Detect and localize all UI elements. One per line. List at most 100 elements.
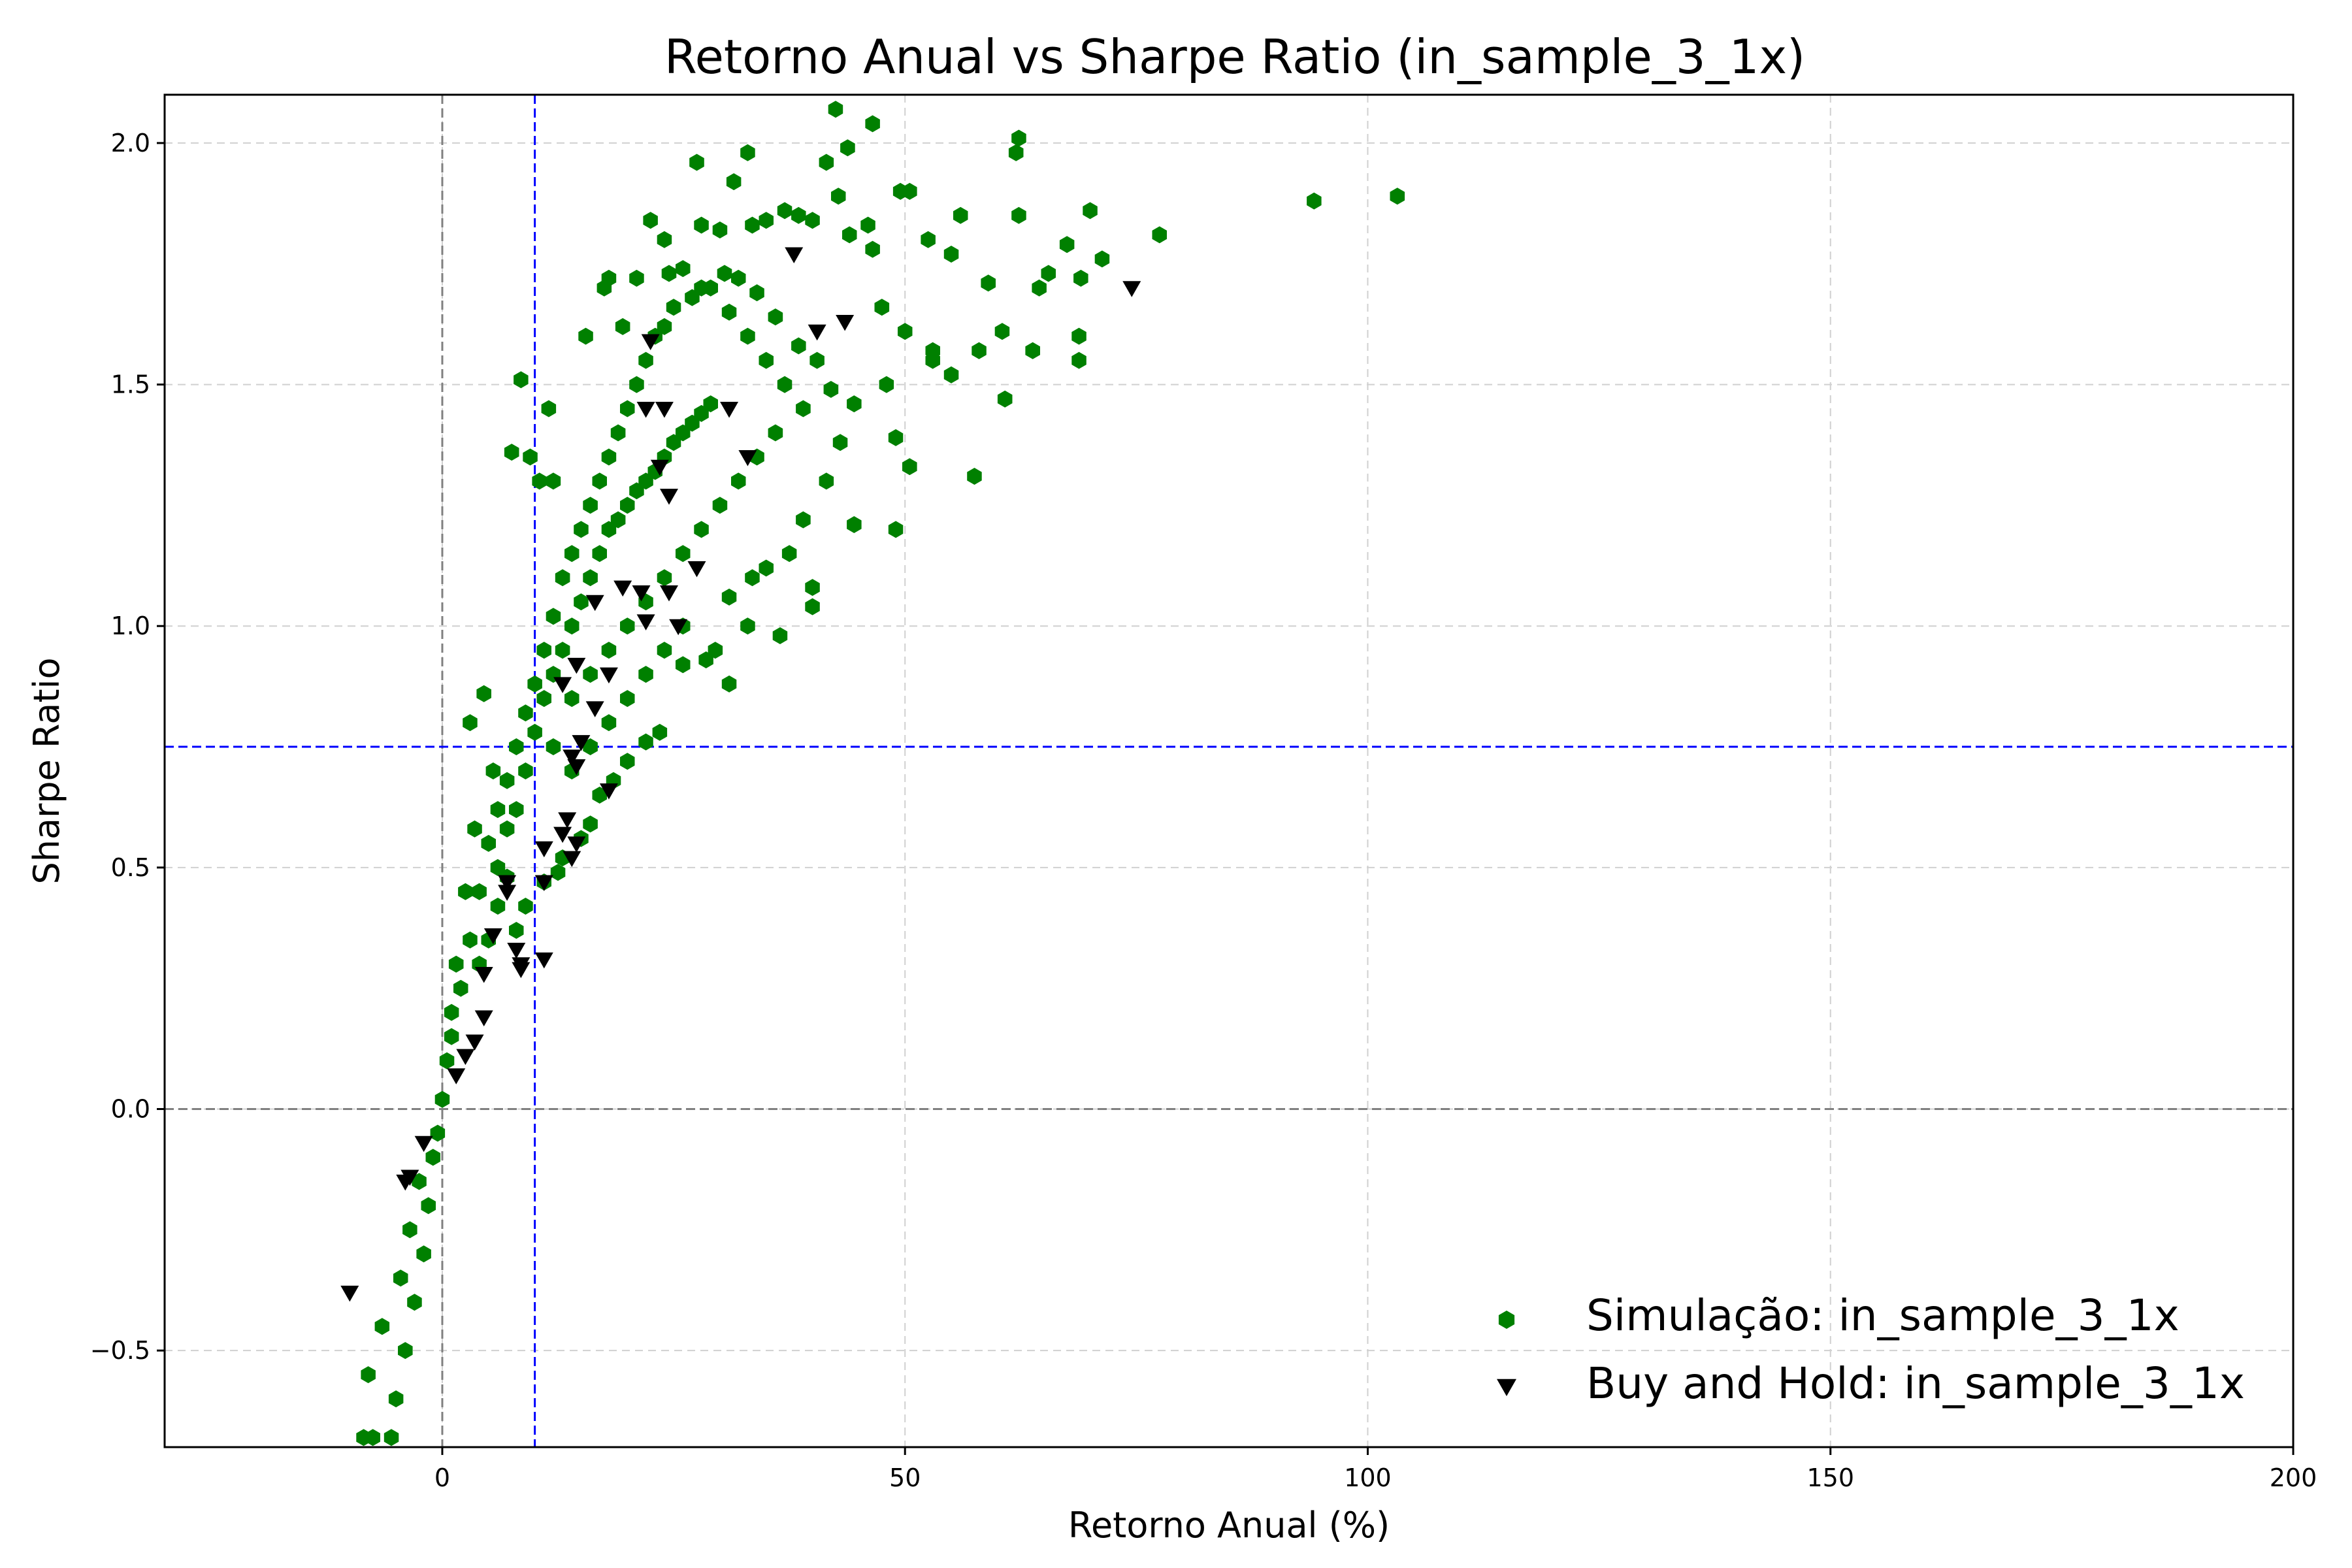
buy-and-hold-point (558, 812, 577, 828)
buy-and-hold-point (687, 561, 706, 578)
simulacao-point (361, 1366, 376, 1384)
simulacao-point (643, 212, 658, 229)
buy-and-hold-point (650, 459, 669, 476)
simulacao-point (809, 351, 825, 369)
buy-and-hold-point (641, 334, 660, 351)
simulacao-point (550, 864, 566, 881)
buy-and-hold-point (660, 585, 679, 602)
simulacao-point (467, 820, 482, 838)
x-axis-label: Retorno Anual (%) (1068, 1505, 1390, 1546)
chart-title: Retorno Anual vs Sharpe Ratio (in_sample… (664, 29, 1805, 84)
simulacao-point (499, 820, 515, 838)
simulacao-point (583, 666, 598, 683)
simulacao-point (448, 955, 464, 973)
simulacao-point (564, 690, 580, 708)
simulacao-point (1041, 265, 1056, 282)
y-tick-label: 1.5 (111, 370, 150, 399)
simulacao-point (536, 690, 551, 708)
simulacao-point (981, 274, 996, 292)
simulacao-point (1094, 250, 1110, 268)
simulacao-point (865, 115, 880, 133)
buy-and-hold-point (414, 1135, 433, 1152)
buy-and-hold-point (599, 667, 618, 684)
simulacao-point (828, 101, 843, 118)
simulacao-point (777, 376, 792, 393)
simulacao-point (592, 472, 607, 490)
buy-and-hold-point (632, 585, 651, 602)
simulacao-point (541, 400, 557, 417)
simulacao-point (717, 265, 732, 282)
simulacao-point (402, 1221, 417, 1239)
simulacao-point (564, 617, 580, 635)
data-points (340, 101, 1405, 1446)
simulacao-point (925, 351, 940, 369)
simulacao-point (712, 221, 728, 238)
simulacao-point (676, 545, 691, 563)
simulacao-point (676, 424, 691, 442)
simulacao-point (620, 690, 635, 708)
simulacao-point (601, 448, 617, 466)
simulacao-point (661, 265, 677, 282)
buy-and-hold-point (785, 247, 804, 263)
buy-and-hold-point (498, 885, 517, 901)
simulacao-point (629, 482, 644, 500)
simulacao-point (832, 434, 848, 451)
simulacao-point (384, 1429, 399, 1446)
simulacao-point (831, 188, 846, 205)
buy-and-hold-point (808, 324, 826, 341)
simulacao-point (485, 762, 501, 779)
simulacao-point (610, 424, 626, 442)
simulacao-point (620, 753, 635, 770)
simulacao-point (768, 308, 783, 326)
simulacao-point (425, 1149, 440, 1166)
simulacao-point (759, 212, 774, 229)
buy-and-hold-point (572, 735, 591, 751)
simulacao-point (1083, 202, 1098, 220)
simulacao-point (819, 472, 834, 490)
simulacao-point (356, 1429, 371, 1446)
simulacao-point (444, 1004, 459, 1021)
simulacao-point (583, 815, 598, 833)
simulacao-point (902, 182, 917, 200)
simulacao-point (574, 521, 589, 538)
simulacao-point (768, 424, 783, 442)
legend-marker-simulacao (1498, 1311, 1515, 1329)
simulacao-point (740, 327, 755, 345)
plot-area (165, 95, 2293, 1447)
plot-frame (163, 93, 2295, 1448)
simulacao-point (583, 569, 598, 587)
simulacao-point (509, 738, 524, 755)
simulacao-point (374, 1318, 390, 1335)
buy-and-hold-point (447, 1068, 466, 1085)
simulacao-point (685, 289, 700, 306)
simulacao-point (860, 216, 875, 234)
simulacao-point (453, 979, 468, 997)
simulacao-point (847, 395, 862, 413)
simulacao-point (527, 723, 542, 741)
simulacao-point (555, 642, 570, 659)
y-axis-label: Sharpe Ratio (26, 657, 67, 884)
simulacao-point (555, 569, 570, 587)
simulacao-point (564, 545, 580, 563)
simulacao-point (1059, 236, 1075, 253)
simulacao-point (745, 569, 760, 587)
buy-and-hold-point (655, 402, 674, 418)
simulacao-point (463, 931, 478, 949)
buy-and-hold-point (567, 657, 586, 674)
simulacao-point (504, 444, 519, 461)
simulacao-point (921, 231, 936, 248)
simulacao-point (1011, 129, 1026, 147)
simulacao-point (898, 323, 913, 340)
simulacao-point (749, 284, 764, 302)
simulacao-point (657, 318, 672, 335)
simulacao-point (592, 545, 607, 563)
simulacao-point (592, 787, 607, 804)
simulacao-point (499, 772, 515, 789)
simulacao-point (721, 675, 737, 693)
simulacao-point (967, 468, 982, 485)
simulacao-point (1071, 327, 1086, 345)
simulacao-point (703, 279, 718, 297)
simulacao-point (726, 173, 742, 191)
simulacao-point (601, 714, 617, 732)
